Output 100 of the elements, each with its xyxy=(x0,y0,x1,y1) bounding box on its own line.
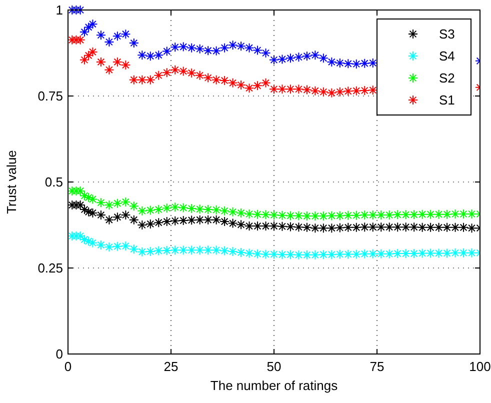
point xyxy=(252,221,263,232)
point xyxy=(96,198,106,208)
point xyxy=(376,248,386,259)
point xyxy=(376,222,386,232)
point xyxy=(302,222,312,232)
point xyxy=(294,210,304,221)
point xyxy=(260,221,271,232)
legend-label: S3 xyxy=(439,26,455,42)
point xyxy=(84,206,94,217)
point xyxy=(220,76,230,86)
point xyxy=(294,250,304,260)
point xyxy=(96,240,106,250)
y-tick-label: 0.25 xyxy=(38,260,63,276)
point xyxy=(75,5,86,15)
point xyxy=(466,248,477,258)
point xyxy=(194,245,205,256)
point xyxy=(285,210,296,221)
point xyxy=(376,210,386,220)
point xyxy=(334,58,345,68)
point xyxy=(128,74,139,85)
point xyxy=(310,86,320,96)
point xyxy=(252,248,263,259)
point xyxy=(244,42,254,53)
point xyxy=(343,58,354,69)
point xyxy=(228,206,238,217)
point xyxy=(68,5,78,15)
point xyxy=(260,48,271,58)
point xyxy=(466,208,477,219)
point xyxy=(434,222,444,232)
point xyxy=(186,203,197,214)
point xyxy=(211,245,222,256)
point xyxy=(285,250,296,260)
point xyxy=(220,246,230,256)
point xyxy=(384,222,394,232)
point xyxy=(400,222,411,232)
point xyxy=(84,22,94,32)
point xyxy=(88,194,98,204)
point xyxy=(260,210,271,220)
point xyxy=(236,220,246,230)
x-tick-label: 75 xyxy=(370,359,384,374)
point xyxy=(75,231,86,242)
point xyxy=(368,248,378,259)
point xyxy=(194,70,205,80)
point xyxy=(458,208,469,219)
point xyxy=(392,222,403,232)
point xyxy=(368,210,378,220)
point xyxy=(318,86,328,97)
point xyxy=(310,211,320,222)
point xyxy=(220,206,230,216)
point xyxy=(71,231,82,242)
point xyxy=(302,250,312,260)
point xyxy=(88,19,98,30)
point xyxy=(400,248,411,259)
point xyxy=(194,44,205,54)
point xyxy=(120,60,131,70)
point xyxy=(75,34,86,45)
y-tick-label: 0 xyxy=(56,346,63,362)
point xyxy=(228,246,238,256)
point xyxy=(88,46,98,57)
point xyxy=(285,222,296,232)
point xyxy=(458,222,469,232)
legend-label: S1 xyxy=(439,92,455,108)
y-tick-label: 1 xyxy=(56,2,63,18)
x-tick-label: 100 xyxy=(469,359,491,374)
point xyxy=(186,245,197,256)
point xyxy=(211,74,222,85)
point xyxy=(203,72,214,83)
point xyxy=(104,64,114,75)
y-tick-label: 0.5 xyxy=(44,174,63,190)
point xyxy=(244,248,254,258)
point xyxy=(426,209,436,220)
legend-label: S2 xyxy=(439,70,455,86)
point xyxy=(84,50,94,60)
x-tick-label: 50 xyxy=(266,359,282,374)
point xyxy=(203,204,214,215)
point xyxy=(458,248,469,258)
point xyxy=(434,248,444,258)
point xyxy=(285,84,296,94)
point xyxy=(186,42,197,53)
point xyxy=(71,5,82,15)
point xyxy=(84,236,94,246)
point xyxy=(128,244,139,254)
point xyxy=(203,214,214,225)
x-axis-title: The number of ratings xyxy=(210,378,338,393)
point xyxy=(277,84,288,94)
point xyxy=(277,210,288,220)
point xyxy=(302,211,312,222)
point xyxy=(128,38,139,48)
point xyxy=(343,249,354,260)
point xyxy=(426,222,436,232)
point xyxy=(178,202,188,213)
point xyxy=(269,221,279,232)
y-tick-label: 0.75 xyxy=(38,88,63,104)
point xyxy=(203,46,214,56)
point xyxy=(194,204,205,214)
point xyxy=(71,200,82,210)
point xyxy=(128,214,139,225)
point xyxy=(236,208,246,218)
point xyxy=(434,209,444,220)
legend-label: S4 xyxy=(439,48,455,64)
